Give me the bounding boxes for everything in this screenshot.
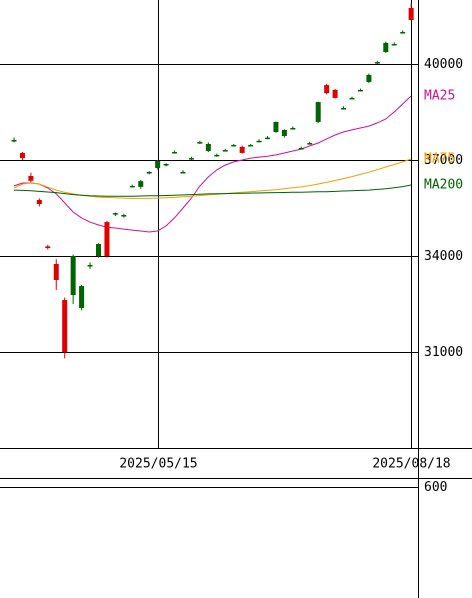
candle-body: [104, 222, 110, 256]
candle-body: [357, 89, 363, 92]
y-tick-label: 600: [424, 480, 447, 495]
candle-body: [205, 144, 211, 152]
y-tick-label: 31000: [424, 345, 463, 360]
x-tick-label: 2025/08/18: [372, 457, 450, 472]
candle-body: [188, 158, 194, 160]
candle-body: [231, 144, 237, 147]
candle-body: [400, 32, 406, 34]
candle-body: [70, 256, 76, 296]
candle-body: [36, 200, 42, 204]
candle-body: [172, 152, 178, 154]
y-tick-label: 37000: [424, 153, 463, 168]
candle-body: [214, 154, 220, 157]
candle-body: [239, 146, 245, 153]
candle-body: [332, 89, 338, 98]
ma-line: [13, 95, 412, 233]
candle-body: [45, 246, 51, 248]
candle-body: [62, 300, 68, 352]
legend-label: MA200: [424, 177, 463, 192]
candle-body: [28, 176, 34, 181]
candle-body: [273, 121, 279, 132]
candle-body: [96, 244, 101, 256]
candle-body: [180, 172, 186, 174]
ma-line: [13, 184, 412, 197]
candle-body: [155, 160, 161, 168]
candle-body: [281, 129, 287, 136]
candle-body: [129, 185, 135, 188]
x-tick-label: 2025/05/15: [119, 457, 197, 472]
candle-body: [19, 152, 25, 159]
candle-body: [138, 181, 144, 187]
candle-body: [315, 102, 321, 122]
candle-body: [163, 164, 169, 166]
candle-body: [349, 97, 355, 100]
candle-body: [248, 144, 254, 147]
candle-body: [121, 215, 127, 217]
candle-body: [11, 140, 17, 142]
candle-body: [197, 142, 203, 144]
ma-line: [13, 158, 412, 199]
legend-label: MA25: [424, 89, 455, 104]
candle-body: [146, 172, 152, 174]
candle-body: [391, 44, 397, 46]
candle-body: [265, 137, 270, 140]
candle-body: [298, 148, 304, 150]
candle-body: [408, 8, 414, 20]
candle-body: [307, 143, 313, 145]
candle-body: [87, 264, 93, 267]
candle-body: [112, 213, 118, 215]
candle-body: [79, 286, 85, 308]
candle-body: [324, 85, 330, 94]
y-tick-label: 34000: [424, 249, 463, 264]
y-tick-label: 40000: [424, 57, 463, 72]
candle-body: [383, 42, 389, 52]
candle-body: [366, 74, 372, 82]
candle-body: [53, 264, 59, 280]
candle-body: [256, 140, 262, 143]
legend-label: MA75: [424, 152, 455, 167]
candle-body: [222, 150, 228, 152]
candle-body: [341, 108, 347, 110]
candle-body: [290, 128, 296, 130]
candle-body: [374, 62, 380, 64]
